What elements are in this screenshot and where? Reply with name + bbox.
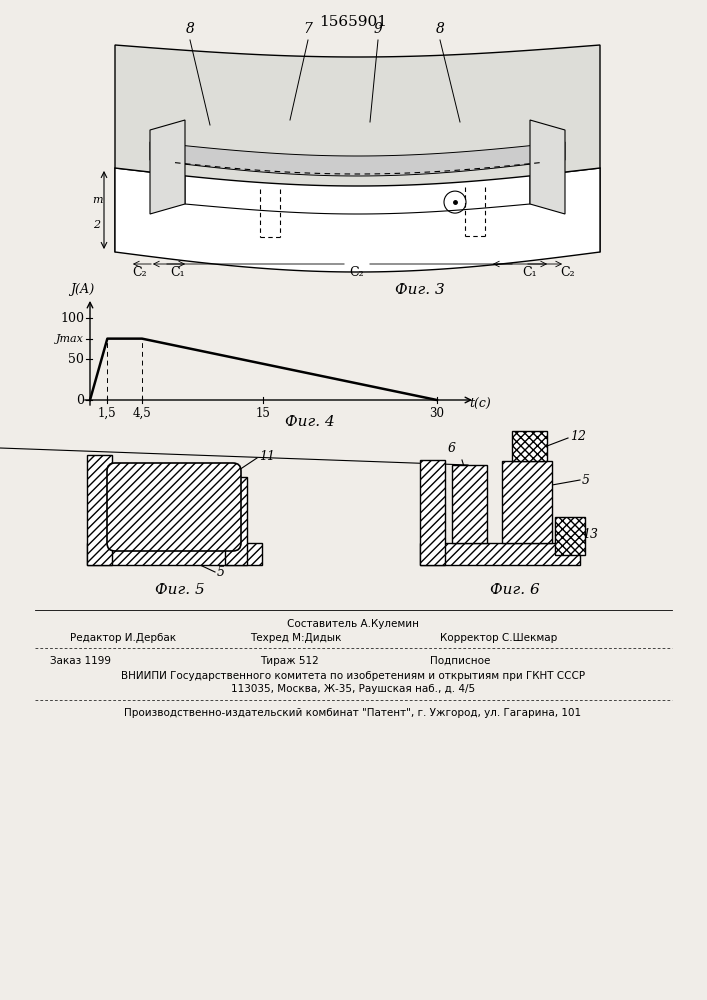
Text: Jmax: Jmax — [56, 334, 84, 344]
Text: t(c): t(c) — [469, 397, 491, 410]
Text: Подписное: Подписное — [430, 656, 491, 666]
Text: 8: 8 — [436, 22, 445, 36]
Text: 30: 30 — [429, 407, 445, 420]
Text: Корректор С.Шекмар: Корректор С.Шекмар — [440, 633, 557, 643]
Text: C₂: C₂ — [350, 265, 364, 278]
Text: 11: 11 — [259, 450, 275, 464]
Text: 1565901: 1565901 — [319, 15, 387, 29]
Text: Тираж 512: Тираж 512 — [260, 656, 319, 666]
FancyBboxPatch shape — [107, 463, 241, 551]
Text: C₂: C₂ — [133, 265, 147, 278]
Text: Техред М:Дидык: Техред М:Дидык — [250, 633, 341, 643]
Bar — [420, 543, 580, 565]
Text: Фиг. 5: Фиг. 5 — [155, 583, 205, 597]
Text: J(А): J(А) — [70, 283, 94, 296]
Text: 9: 9 — [373, 22, 382, 36]
Text: 2: 2 — [93, 220, 100, 230]
Text: Заказ 1199: Заказ 1199 — [50, 656, 111, 666]
Text: 113035, Москва, Ж-35, Раушская наб., д. 4/5: 113035, Москва, Ж-35, Раушская наб., д. … — [231, 684, 475, 694]
Text: Составитель А.Кулемин: Составитель А.Кулемин — [287, 619, 419, 629]
Bar — [452, 465, 487, 543]
Bar — [87, 543, 262, 565]
Polygon shape — [115, 45, 600, 186]
Bar — [502, 461, 552, 543]
Text: 0: 0 — [76, 393, 84, 406]
Text: Фиг. 3: Фиг. 3 — [395, 283, 445, 297]
Text: 50: 50 — [68, 353, 84, 366]
Text: 1,5: 1,5 — [98, 407, 117, 420]
Text: 4,5: 4,5 — [133, 407, 151, 420]
Text: 8: 8 — [185, 22, 194, 36]
Text: C₁: C₁ — [522, 265, 537, 278]
Text: Производственно-издательский комбинат "Патент", г. Ужгород, ул. Гагарина, 101: Производственно-издательский комбинат "П… — [124, 708, 582, 718]
Text: Фиг. 6: Фиг. 6 — [490, 583, 540, 597]
Text: Фиг. 4: Фиг. 4 — [285, 415, 335, 429]
Bar — [555, 517, 585, 555]
Text: Редактор И.Дербак: Редактор И.Дербак — [70, 633, 176, 643]
Text: 15: 15 — [256, 407, 271, 420]
Bar — [225, 477, 247, 565]
Polygon shape — [185, 120, 530, 214]
Text: 6: 6 — [448, 442, 456, 454]
Text: 100: 100 — [60, 312, 84, 325]
Polygon shape — [115, 130, 150, 252]
Text: m: m — [92, 195, 103, 205]
Text: 7: 7 — [303, 22, 312, 36]
Text: ВНИИПИ Государственного комитета по изобретениям и открытиям при ГКНТ СССР: ВНИИПИ Государственного комитета по изоб… — [121, 671, 585, 681]
Polygon shape — [115, 168, 600, 272]
Text: 5: 5 — [217, 566, 225, 580]
Polygon shape — [565, 130, 600, 252]
Polygon shape — [150, 120, 185, 214]
Bar — [512, 431, 547, 461]
Text: C₁: C₁ — [170, 265, 185, 278]
Bar — [87, 455, 112, 565]
Text: 12: 12 — [570, 430, 586, 444]
Polygon shape — [530, 120, 565, 214]
Text: C₂: C₂ — [561, 265, 575, 278]
Text: 13: 13 — [582, 528, 598, 542]
Polygon shape — [150, 142, 565, 176]
Bar — [420, 460, 445, 565]
Text: 5: 5 — [582, 474, 590, 487]
